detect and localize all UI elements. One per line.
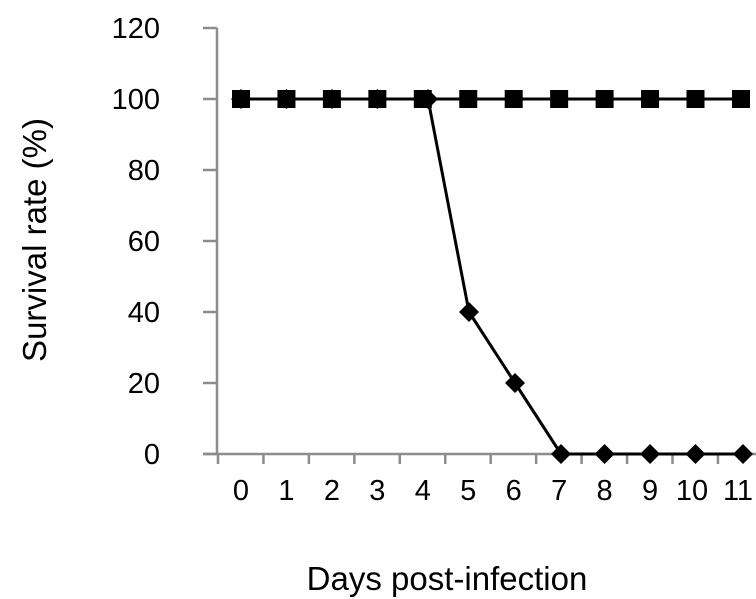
data-point-square [459, 90, 478, 108]
y-tick-label: 0 [144, 439, 160, 471]
data-point-diamond [276, 89, 297, 109]
x-tick-label: 10 [676, 475, 708, 507]
series-group [231, 89, 753, 464]
x-tick-label: 3 [369, 475, 385, 507]
data-point-diamond [321, 89, 342, 109]
y-tick-label: 80 [128, 155, 160, 187]
x-tick-label: 0 [233, 475, 249, 507]
y-tick-label: 60 [128, 226, 160, 258]
x-tick-label: 9 [642, 475, 658, 507]
y-tick-label: 40 [128, 297, 160, 329]
data-point-diamond [418, 89, 438, 109]
x-tick-label: 11 [723, 475, 753, 507]
data-point-diamond [459, 302, 479, 322]
x-tick-label: 6 [506, 475, 522, 507]
data-point-square [595, 90, 614, 108]
y-tick-label: 120 [112, 13, 160, 45]
data-point-square [686, 90, 705, 108]
x-tick-label: 5 [460, 475, 476, 507]
data-point-square [732, 90, 750, 108]
series-line [241, 97, 743, 456]
x-tick-labels: 0 1 2 3 4 5 6 7 8 9 10 11 [233, 475, 753, 507]
y-axis-title: Survival rate (%) [16, 118, 53, 362]
data-point-diamond [685, 444, 706, 464]
data-point-square [504, 90, 523, 108]
data-point-diamond [367, 89, 388, 109]
data-point-diamond [505, 373, 525, 393]
x-tick-label: 7 [551, 475, 567, 507]
y-tick-labels: 0 20 40 60 80 100 120 [112, 13, 160, 471]
data-point-diamond [551, 444, 571, 464]
x-tick-label: 1 [278, 475, 294, 507]
data-point-diamond [594, 444, 615, 464]
x-tick-label: 8 [597, 475, 613, 507]
x-tick-label: 2 [324, 475, 340, 507]
data-point-square [641, 90, 660, 108]
data-point-diamond [640, 444, 661, 464]
x-tick-label: 4 [415, 475, 431, 507]
data-point-diamond [231, 89, 251, 109]
data-point-diamond [733, 444, 753, 464]
data-point-square [550, 90, 569, 108]
y-tick-label: 20 [128, 368, 160, 400]
x-axis-title: Days post-infection [307, 560, 588, 597]
y-tick-label: 100 [112, 84, 160, 116]
